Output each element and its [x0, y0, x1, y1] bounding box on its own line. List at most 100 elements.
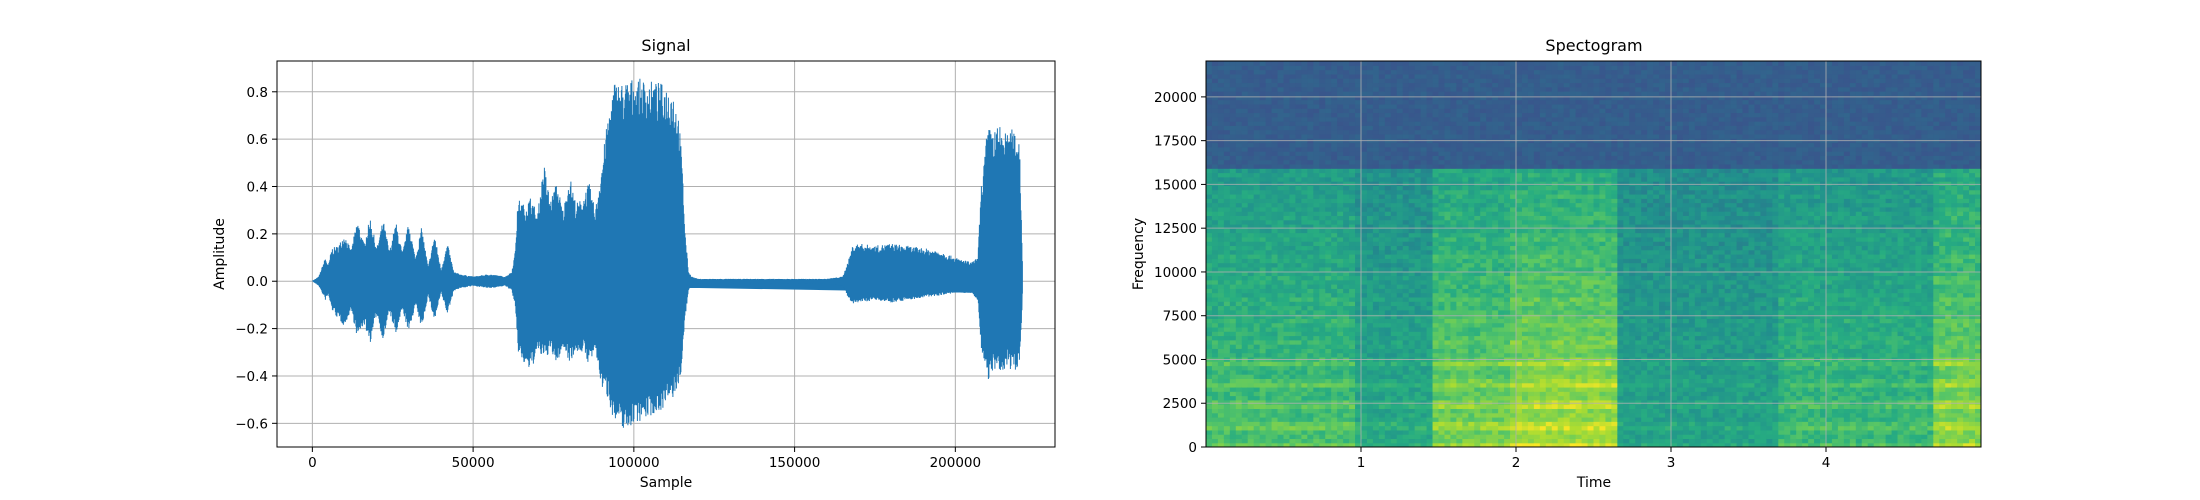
- spectrogram-cell: [1396, 95, 1404, 101]
- spectrogram-cell: [1432, 163, 1440, 169]
- spectrogram-cell: [1295, 236, 1302, 242]
- spectrogram-cell: [1527, 193, 1535, 199]
- spectrogram-cell: [1432, 395, 1440, 401]
- spectrogram-cell: [1390, 176, 1398, 182]
- spectrogram-cell: [1390, 91, 1398, 96]
- spectrogram-cell: [1456, 82, 1463, 88]
- spectrogram-cell: [1355, 185, 1362, 191]
- spectrogram-cell: [1301, 82, 1308, 88]
- spectrogram-cell: [1390, 219, 1398, 225]
- spectrogram-cell: [1217, 189, 1225, 195]
- spectrogram-cell: [1432, 408, 1440, 414]
- spectrogram-cell: [1486, 228, 1493, 234]
- spectrogram-cell: [1295, 181, 1302, 186]
- spectrogram-cell: [1396, 438, 1404, 444]
- spectrogram-cell: [1462, 232, 1469, 238]
- spectrogram-cell: [1420, 374, 1428, 379]
- spectrogram-cell: [1295, 301, 1302, 307]
- spectrogram-cell: [1498, 258, 1505, 264]
- spectrogram-cell: [1474, 416, 1481, 422]
- spectrogram-cell: [1277, 429, 1285, 435]
- spectrogram-cell: [1516, 434, 1523, 440]
- spectrogram-cell: [1331, 348, 1338, 354]
- spectrogram-cell: [1229, 82, 1237, 88]
- spectrogram-cell: [1211, 193, 1219, 199]
- spectrogram-cell: [1277, 344, 1285, 349]
- spectrogram-cell: [1319, 223, 1326, 229]
- spectrogram-cell: [1277, 219, 1285, 225]
- spectrogram-cell: [1516, 301, 1523, 307]
- spectrogram-cell: [1396, 296, 1404, 302]
- spectrogram-cell: [1516, 223, 1523, 229]
- spectrogram-cell: [1241, 121, 1249, 126]
- spectrogram-cell: [1206, 296, 1213, 302]
- spectrogram-cell: [1366, 146, 1374, 152]
- spectrogram-cell: [1289, 339, 1297, 345]
- spectrogram-cell: [1420, 395, 1428, 401]
- spectrogram-cell: [1277, 211, 1285, 216]
- spectrogram-cell: [1396, 339, 1404, 345]
- spectrogram-cell: [1325, 271, 1332, 277]
- spectrogram-cell: [1474, 133, 1481, 139]
- spectrogram-cell: [1521, 326, 1529, 332]
- spectrogram-cell: [1462, 155, 1469, 161]
- spectrogram-cell: [1396, 348, 1404, 354]
- spectrogram-cell: [1414, 65, 1422, 71]
- spectrogram-cell: [1235, 241, 1243, 247]
- spectrogram-cell: [1366, 438, 1374, 444]
- spectrogram-cell: [1247, 159, 1255, 165]
- spectrogram-cell: [1527, 284, 1535, 289]
- spectrogram-cell: [1480, 266, 1487, 272]
- spectrogram-cell: [1295, 249, 1302, 255]
- spectrogram-cell: [1325, 142, 1332, 148]
- spectrogram-cell: [1229, 91, 1237, 96]
- spectrogram-cell: [1510, 142, 1517, 148]
- spectrogram-cell: [1259, 133, 1267, 139]
- spectrogram-cell: [1510, 421, 1517, 427]
- spectrogram-cell: [1283, 189, 1291, 195]
- spectrogram-cell: [1289, 121, 1297, 126]
- spectrogram-cell: [1384, 305, 1392, 311]
- spectrogram-cell: [1343, 279, 1350, 285]
- spectrogram-cell: [1259, 425, 1267, 431]
- spectrogram-cell: [1313, 425, 1320, 431]
- spectrogram-cell: [1247, 262, 1255, 268]
- spectrogram-cell: [1307, 391, 1314, 397]
- spectrogram-cell: [1438, 82, 1446, 88]
- spectrogram-cell: [1450, 386, 1457, 392]
- spectrogram-cell: [1295, 292, 1302, 298]
- spectrogram-cell: [1408, 395, 1416, 401]
- spectrogram-cell: [1378, 69, 1386, 75]
- spectrogram-cell: [1462, 322, 1469, 328]
- spectrogram-cell: [1265, 151, 1273, 156]
- spectrogram-cell: [1521, 288, 1529, 294]
- spectrogram-cell: [1444, 254, 1452, 259]
- spectrogram-cell: [1366, 271, 1374, 277]
- spectrogram-cell: [1355, 335, 1362, 341]
- spectrogram-cell: [1265, 198, 1273, 204]
- spectrogram-cell: [1396, 352, 1404, 358]
- spectrogram-cell: [1313, 339, 1320, 345]
- spectrogram-cell: [1349, 404, 1356, 409]
- spectrogram-cell: [1259, 361, 1267, 367]
- spectrogram-cell: [1229, 266, 1237, 272]
- spectrogram-cell: [1420, 352, 1428, 358]
- spectrogram-cell: [1349, 408, 1356, 414]
- spectrogram-cell: [1462, 404, 1469, 409]
- spectrogram-cell: [1414, 305, 1422, 311]
- spectrogram-cell: [1527, 378, 1535, 384]
- spectrogram-cell: [1486, 365, 1493, 371]
- spectrogram-cell: [1289, 176, 1297, 182]
- spectrogram-cell: [1265, 181, 1273, 186]
- spectrogram-cell: [1206, 254, 1213, 259]
- spectrogram-cell: [1241, 284, 1249, 289]
- spectrogram-cell: [1414, 146, 1422, 152]
- spectrogram-cell: [1527, 163, 1535, 169]
- spectrogram-cell: [1372, 193, 1380, 199]
- spectrogram-cell: [1277, 416, 1285, 422]
- spectrogram-cell: [1474, 391, 1481, 397]
- spectrogram-cell: [1456, 378, 1463, 384]
- spectrogram-cell: [1265, 275, 1273, 281]
- spectrogram-cell: [1402, 65, 1410, 71]
